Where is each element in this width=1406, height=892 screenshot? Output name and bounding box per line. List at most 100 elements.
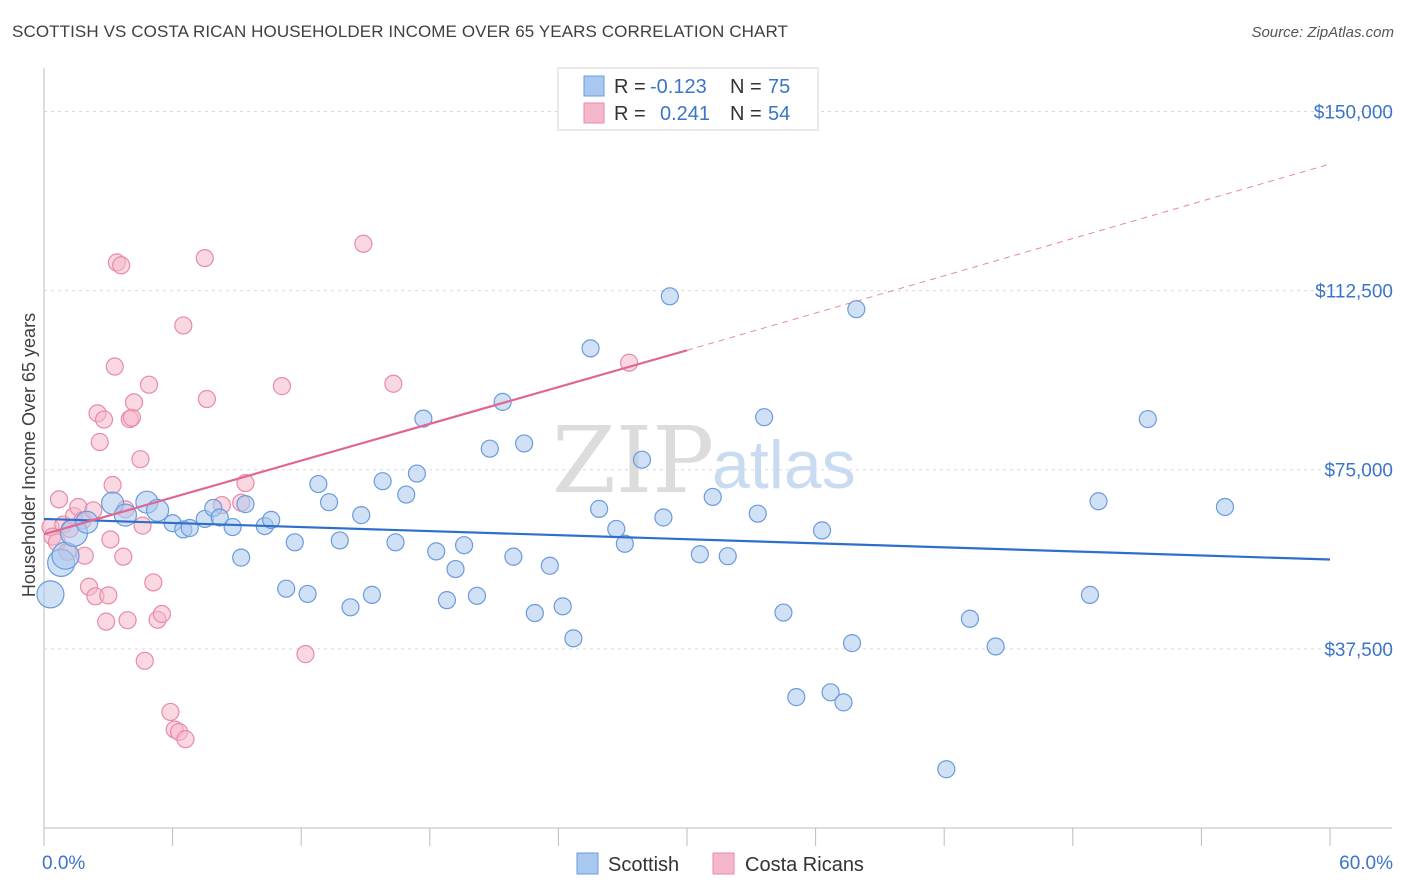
scottish-point xyxy=(145,498,170,522)
chart-source: Source: ZipAtlas.com xyxy=(1251,24,1394,41)
tick-labels: $37,500 $75,000 $112,500 $150,000 0.0% 60.0% xyxy=(42,102,1393,874)
scottish-point xyxy=(812,521,832,540)
bottom-legend-label-scottish: Scottish xyxy=(608,854,679,876)
costa-rican-point xyxy=(197,389,216,409)
legend-r-value: 0.241 xyxy=(660,103,710,125)
scottish-point xyxy=(1138,409,1157,429)
scottish-point xyxy=(847,300,866,319)
scottish-point xyxy=(690,545,709,564)
costa-rican-point xyxy=(118,611,137,630)
scottish-point xyxy=(564,629,583,648)
scottish-point xyxy=(525,603,544,623)
scottish-point xyxy=(553,597,572,616)
costa-rican-point xyxy=(354,234,373,253)
scottish-point xyxy=(330,531,349,550)
costa-rican-point xyxy=(195,248,214,268)
bottom-legend: Scottish Costa Ricans xyxy=(576,852,864,876)
legend-swatch-scottish xyxy=(583,75,605,97)
scottish-point xyxy=(373,472,392,491)
scottish-point xyxy=(285,533,304,552)
costa-rican-point xyxy=(114,547,133,566)
axes xyxy=(43,68,1392,846)
legend-swatch-costa xyxy=(583,102,605,124)
grid-lines xyxy=(44,110,1392,650)
legend-r-label: R = xyxy=(614,103,646,125)
y-tick-label: $75,000 xyxy=(1324,461,1393,482)
scottish-point xyxy=(540,556,559,575)
costa-rican-point xyxy=(144,573,163,592)
scottish-point xyxy=(277,579,296,598)
scottish-point xyxy=(842,634,862,653)
costa-rican-point xyxy=(94,410,114,429)
costa-rican-point xyxy=(384,374,403,393)
scottish-point xyxy=(774,603,793,622)
costa-rican-point xyxy=(49,490,69,509)
costa-rican-point xyxy=(101,530,120,549)
scottish-point xyxy=(319,493,339,512)
costa-rican-point xyxy=(135,651,154,670)
scottish-point xyxy=(341,598,360,617)
costa-rican-trend-extension xyxy=(686,163,1331,351)
scottish-point xyxy=(632,450,652,469)
scottish-point xyxy=(210,508,229,527)
scottish-point xyxy=(607,519,626,539)
scottish-point xyxy=(1080,585,1100,604)
scottish-point xyxy=(515,434,534,453)
scottish-point xyxy=(262,510,281,529)
scottish-point xyxy=(1215,497,1235,517)
scottish-point xyxy=(986,637,1005,656)
costa-rican-point xyxy=(139,375,159,394)
costa-rican-point xyxy=(112,256,131,275)
scottish-point xyxy=(467,586,487,605)
y-axis-label: Householder Income Over 65 years xyxy=(19,313,39,597)
scottish-point xyxy=(821,683,840,702)
scottish-point xyxy=(660,287,679,306)
scottish-point xyxy=(236,495,255,514)
scottish-point xyxy=(427,542,446,561)
costa-rican-point xyxy=(124,393,144,412)
scottish-point xyxy=(654,508,673,527)
costa-rican-point xyxy=(133,516,152,535)
costa-rican-point xyxy=(103,475,122,495)
bottom-legend-swatch-scottish xyxy=(576,852,599,875)
costa-rican-point xyxy=(122,408,141,427)
scottish-point xyxy=(590,499,609,518)
legend-n-value: 54 xyxy=(768,103,790,125)
costa-rican-point xyxy=(161,702,180,722)
scottish-point xyxy=(703,487,722,507)
scottish-point xyxy=(755,408,774,427)
costa-rican-trend-line xyxy=(43,349,688,536)
scottish-point xyxy=(397,485,416,504)
scottish-point xyxy=(232,548,251,567)
scottish-point xyxy=(615,534,634,553)
costa-rican-point xyxy=(131,450,150,469)
costa-rican-point xyxy=(272,377,292,396)
scottish-point xyxy=(180,518,199,538)
costa-rican-point xyxy=(174,316,193,335)
costa-rican-point xyxy=(176,730,195,749)
costa-rican-point xyxy=(90,432,109,452)
data-points xyxy=(36,234,1235,779)
costa-rican-point xyxy=(296,645,315,664)
legend-n-value: 75 xyxy=(768,76,790,98)
legend-n-label: N = xyxy=(730,76,762,98)
costa-rican-point xyxy=(105,357,124,376)
scottish-point xyxy=(581,339,600,358)
costa-rican-point xyxy=(99,586,118,605)
scottish-point xyxy=(446,559,465,579)
scottish-point xyxy=(960,609,980,628)
scottish-point xyxy=(352,506,371,525)
scottish-point xyxy=(504,547,523,566)
y-tick-label: $112,500 xyxy=(1315,282,1393,303)
scottish-point xyxy=(36,580,65,609)
x-tick-label: 60.0% xyxy=(1339,853,1393,874)
scottish-point xyxy=(748,504,767,523)
costa-rican-point xyxy=(97,612,116,631)
scottish-trend-line xyxy=(43,517,1331,561)
legend-n-label: N = xyxy=(730,103,762,125)
scottish-point xyxy=(437,591,457,610)
watermark: ZIP atlas xyxy=(552,407,856,514)
bottom-legend-label-costa: Costa Ricans xyxy=(745,854,864,876)
scottish-point xyxy=(718,547,737,566)
